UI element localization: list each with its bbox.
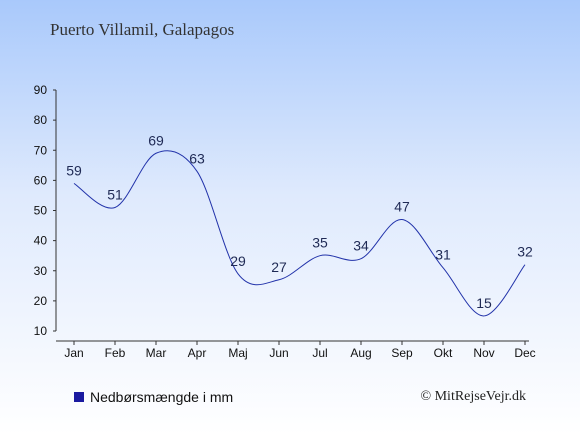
y-tick-label: 80 (34, 113, 48, 127)
data-point (278, 278, 281, 281)
data-label: 27 (271, 259, 287, 275)
data-point (360, 257, 363, 260)
legend: Nedbørsmængde i mm (74, 389, 233, 405)
data-label: 59 (66, 162, 82, 178)
chart-title: Puerto Villamil, Galapagos (50, 20, 235, 39)
legend-label: Nedbørsmængde i mm (90, 389, 234, 405)
x-tick-label: Apr (188, 346, 207, 360)
y-tick-label: 20 (34, 294, 48, 308)
y-tick-label: 10 (34, 324, 48, 338)
data-label: 51 (107, 186, 123, 202)
data-label: 69 (148, 132, 164, 148)
data-point (196, 170, 199, 173)
data-label: 63 (189, 150, 205, 166)
data-label: 15 (476, 295, 492, 311)
x-tick-label: Feb (105, 346, 126, 360)
y-tick-label: 40 (34, 234, 48, 248)
y-tick-label: 50 (34, 204, 48, 218)
data-point (155, 152, 158, 155)
legend-swatch (74, 392, 84, 402)
data-label: 29 (230, 253, 246, 269)
data-point (114, 206, 117, 209)
y-tick-label: 70 (34, 143, 48, 157)
x-tick-label: Maj (228, 346, 247, 360)
data-label: 31 (435, 247, 451, 263)
data-point (442, 266, 445, 269)
x-tick-label: Jun (269, 346, 288, 360)
series-line-nedboer (73, 150, 526, 317)
x-tick-label: Dec (514, 346, 535, 360)
x-tick-label: Okt (434, 346, 453, 360)
data-point (73, 182, 76, 185)
data-label: 32 (517, 244, 533, 260)
x-tick-label: Jan (64, 346, 83, 360)
data-point (524, 263, 527, 266)
x-tick-label: Sep (391, 346, 413, 360)
data-label: 34 (353, 238, 369, 254)
data-point (237, 272, 240, 275)
x-tick-label: Aug (350, 346, 371, 360)
data-labels: 59 51 69 63 29 27 35 34 47 31 15 32 (66, 132, 533, 311)
data-point (319, 254, 322, 257)
x-tick-label: Jul (312, 346, 327, 360)
data-label: 47 (394, 199, 410, 215)
data-label: 35 (312, 235, 328, 251)
series-layer (73, 150, 527, 317)
x-tick-label: Nov (473, 346, 494, 360)
credit: © MitRejseVejr.dk (420, 389, 526, 404)
axes: 10 20 30 40 50 60 70 80 90 Jan Feb Mar Apr Maj Jun Jul A… (34, 83, 536, 360)
y-tick-label: 60 (34, 173, 48, 187)
data-point (401, 218, 404, 221)
x-tick-label: Mar (146, 346, 167, 360)
data-point (483, 314, 486, 317)
y-tick-label: 30 (34, 264, 48, 278)
y-tick-label: 90 (34, 83, 48, 97)
